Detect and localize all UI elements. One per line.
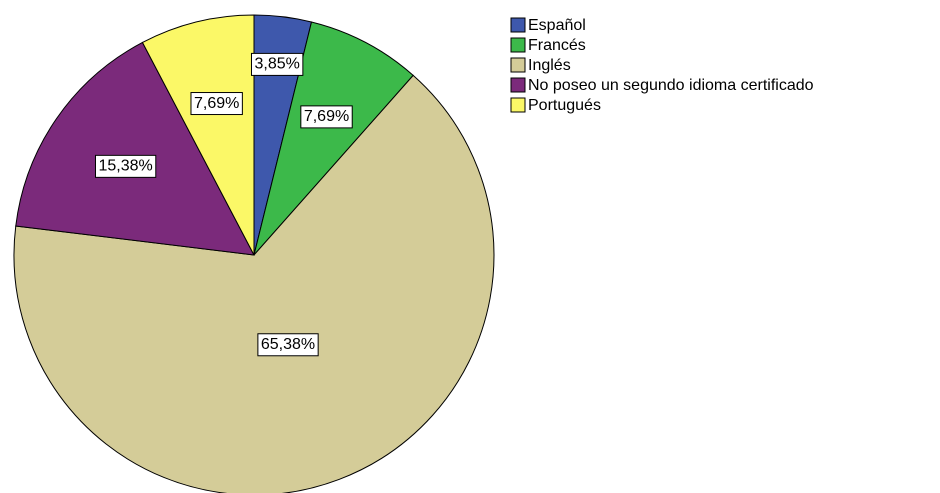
pie-slice bbox=[253, 21, 414, 256]
legend-swatch bbox=[510, 57, 526, 73]
legend-label: Español bbox=[528, 17, 586, 34]
data-label-box bbox=[257, 333, 319, 357]
data-label: 7,69% bbox=[194, 95, 239, 112]
data-label-box bbox=[250, 52, 304, 76]
legend-label: Francés bbox=[528, 37, 586, 54]
data-label-box bbox=[190, 92, 243, 116]
data-label: 3,85% bbox=[254, 56, 299, 73]
pie-slice bbox=[141, 14, 255, 256]
pie-slice bbox=[13, 74, 495, 493]
data-label-box bbox=[94, 154, 157, 178]
legend-label: Portugués bbox=[528, 97, 601, 114]
data-label: 65,38% bbox=[261, 336, 315, 353]
data-label: 7,69% bbox=[304, 108, 349, 125]
legend-swatch bbox=[510, 37, 526, 53]
legend-label: No poseo un segundo idioma certificado bbox=[528, 77, 814, 94]
data-label-box bbox=[300, 105, 353, 129]
legend-swatch bbox=[510, 77, 526, 93]
legend-label: Inglés bbox=[528, 57, 571, 74]
legend-swatch bbox=[510, 97, 526, 113]
legend-swatch bbox=[510, 17, 526, 33]
data-label: 15,38% bbox=[98, 158, 152, 175]
pie-slice bbox=[15, 41, 255, 256]
